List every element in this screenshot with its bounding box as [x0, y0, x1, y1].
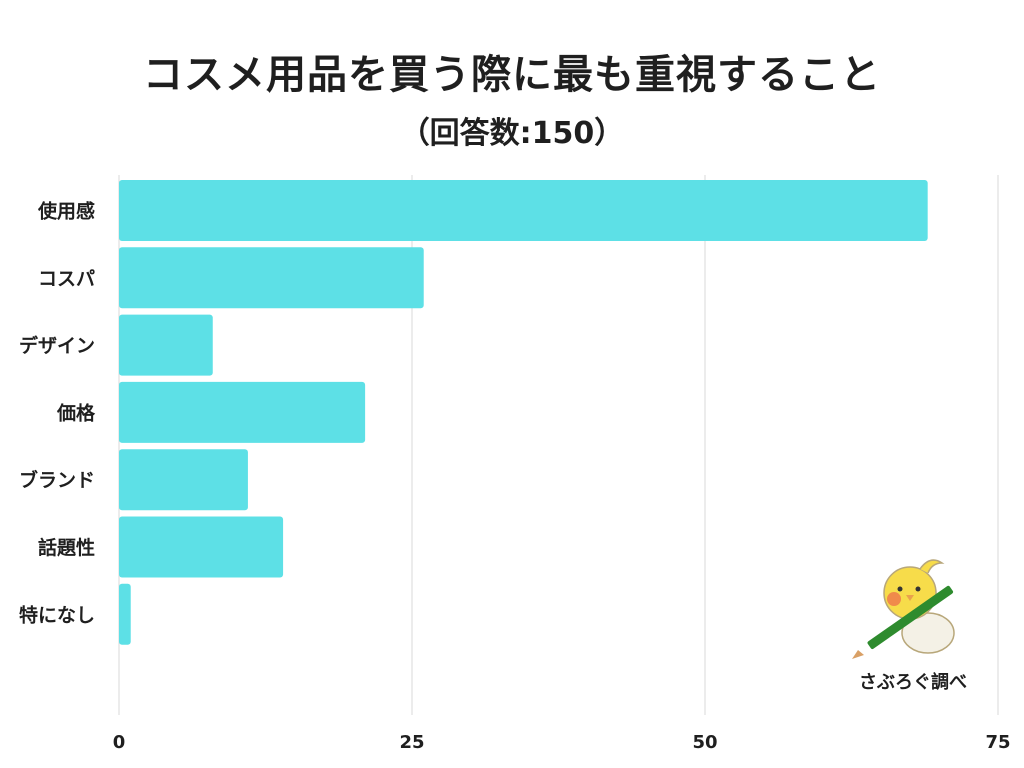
category-label: デザイン	[19, 334, 95, 357]
category-label: 価格	[56, 401, 96, 424]
bar-6	[119, 583, 131, 645]
bar-5	[119, 516, 284, 578]
category-label: 特になし	[19, 604, 95, 626]
source-credit: さぶろぐ調べ	[859, 672, 967, 693]
x-tick-label: 50	[692, 732, 717, 753]
x-tick-label: 25	[399, 732, 424, 753]
chart-title: コスメ用品を買う際に最も重視すること	[143, 52, 881, 98]
category-label: コスパ	[38, 268, 95, 290]
bar-1	[119, 247, 424, 309]
bars	[119, 180, 928, 645]
bar-4	[119, 449, 248, 511]
bar-0	[119, 180, 928, 241]
x-tick-label: 75	[985, 732, 1010, 753]
bar-3	[119, 381, 366, 443]
x-tick-label: 0	[113, 732, 126, 753]
bar-2	[119, 314, 213, 376]
category-label: ブランド	[19, 469, 95, 492]
category-label: 使用感	[37, 200, 95, 223]
bird-mascot-icon	[852, 559, 955, 659]
x-tick-labels: 0 25 50 75	[113, 732, 1011, 753]
chart-subtitle: （回答数:150）	[399, 116, 625, 151]
category-label: 話題性	[38, 536, 95, 559]
